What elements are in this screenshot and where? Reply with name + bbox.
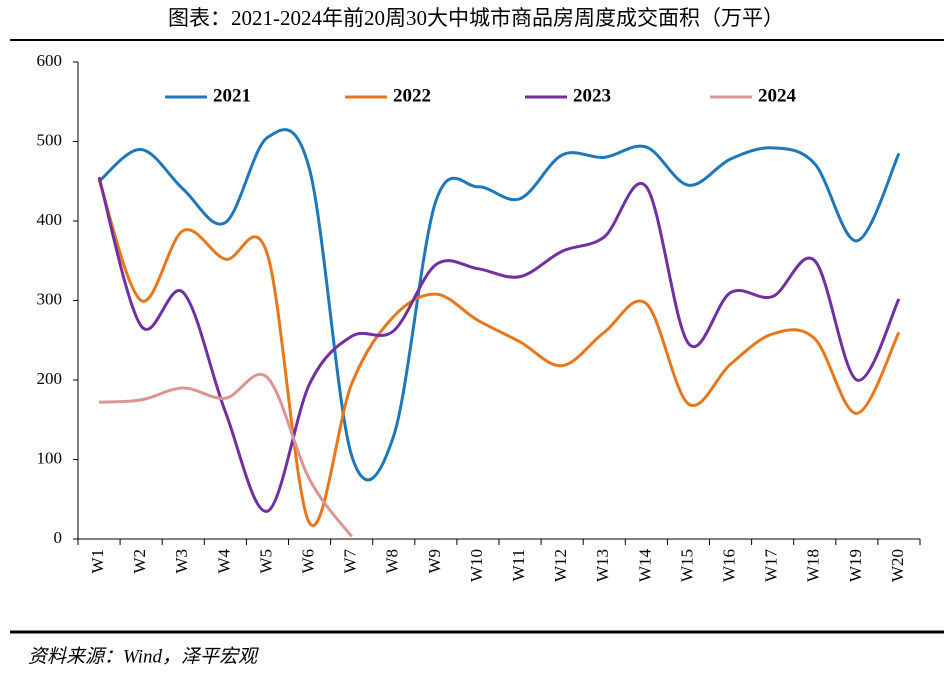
y-tick-label: 500 — [37, 130, 63, 149]
chart-title: 图表：2021-2024年前20周30大中城市商品房周度成交面积（万平） — [168, 6, 784, 30]
y-tick-label: 300 — [37, 289, 63, 308]
y-tick-label: 200 — [37, 369, 63, 388]
x-tick-label: W1 — [88, 549, 107, 574]
y-tick-label: 100 — [37, 448, 63, 467]
series-line — [98, 373, 353, 538]
x-tick-label: W12 — [551, 549, 570, 582]
y-tick-label: 400 — [37, 210, 63, 229]
x-tick-label: W17 — [762, 549, 781, 583]
legend-label: 2023 — [573, 85, 611, 106]
x-tick-label: W11 — [509, 549, 528, 581]
legend-label: 2022 — [393, 85, 431, 106]
x-tick-label: W14 — [635, 549, 654, 583]
x-tick-label: W19 — [846, 549, 865, 582]
source-note: 资料来源：Wind，泽平宏观 — [28, 645, 259, 667]
y-tick-label: 600 — [37, 51, 63, 70]
x-tick-label: W10 — [467, 549, 486, 582]
x-tick-label: W3 — [172, 549, 191, 574]
series-line — [97, 176, 901, 513]
x-tick-label: W6 — [298, 549, 317, 574]
legend-label: 2024 — [758, 85, 797, 106]
x-tick-label: W7 — [341, 549, 360, 574]
x-tick-label: W2 — [130, 549, 149, 574]
x-tick-label: W4 — [214, 549, 233, 574]
series-line — [97, 179, 901, 528]
x-tick-label: W15 — [677, 549, 696, 582]
series-line — [98, 128, 901, 482]
x-tick-label: W13 — [593, 549, 612, 582]
y-tick-label: 0 — [54, 528, 63, 547]
x-tick-label: W16 — [719, 549, 738, 582]
legend-label: 2021 — [213, 85, 251, 106]
x-tick-label: W18 — [804, 549, 823, 582]
x-tick-label: W8 — [383, 549, 402, 574]
x-tick-label: W20 — [888, 549, 907, 582]
x-tick-label: W9 — [425, 549, 444, 574]
x-tick-label: W5 — [256, 549, 275, 574]
